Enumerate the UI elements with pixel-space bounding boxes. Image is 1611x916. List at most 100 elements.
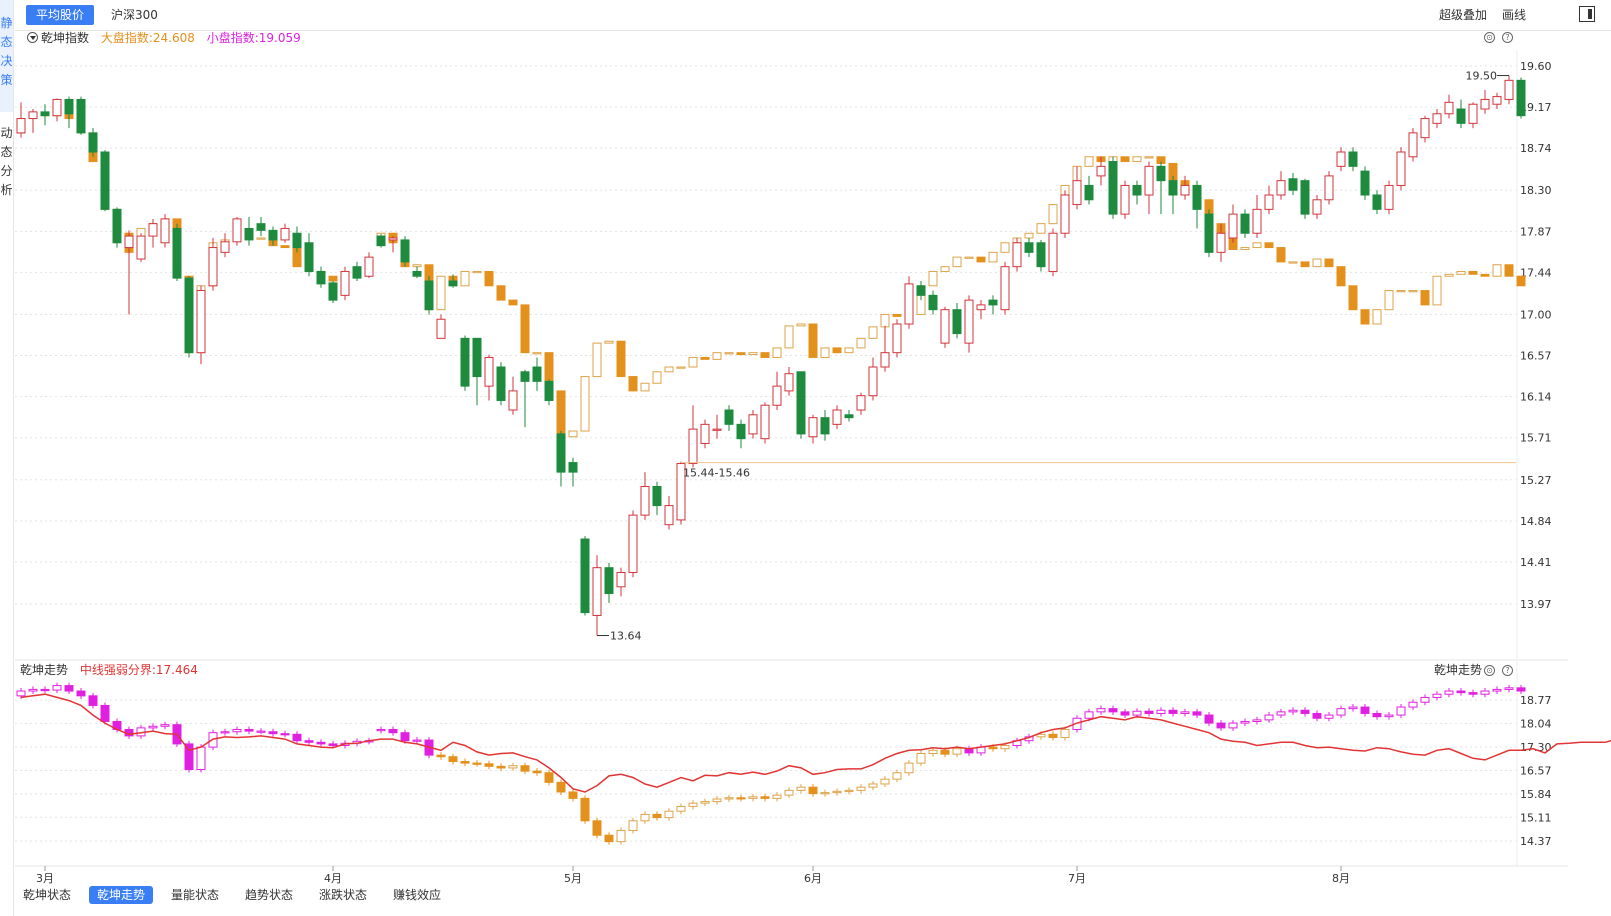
tab-average-price[interactable]: 平均股价 — [26, 5, 95, 25]
trend-box — [316, 741, 326, 745]
price-candle — [1264, 194, 1274, 210]
trend-box — [460, 761, 470, 764]
price-candle — [268, 229, 278, 241]
index-candle — [1480, 273, 1490, 277]
trend-box — [376, 728, 386, 732]
price-candle — [760, 404, 770, 440]
price-candle — [1396, 151, 1406, 186]
main-chart-title[interactable]: 乾坤指数 — [41, 31, 90, 45]
index-candle — [568, 430, 578, 438]
price-candle — [64, 98, 74, 115]
index-candle — [1396, 290, 1406, 293]
trend-box — [16, 690, 26, 697]
x-tick-label: 8月 — [1332, 872, 1350, 885]
price-candle — [1504, 79, 1514, 100]
tab-trend-status[interactable]: 趋势状态 — [245, 888, 294, 902]
index-candle — [760, 352, 770, 358]
settings-icon[interactable]: ⊙ — [1484, 32, 1495, 43]
price-candle — [100, 151, 110, 210]
trend-box — [184, 743, 194, 771]
price-candle — [1384, 184, 1394, 210]
trend-box — [844, 789, 854, 793]
draw-line-button[interactable]: 画线 — [1502, 8, 1527, 22]
y-tick-label: 17.44 — [1520, 266, 1552, 279]
price-candle — [184, 277, 194, 354]
sub-help-icon[interactable]: ? — [1502, 665, 1513, 676]
small-cap-index-label: 小盘指数:19.059 — [206, 31, 301, 45]
trend-box — [28, 688, 38, 692]
price-candle — [1480, 98, 1490, 110]
price-candle — [256, 223, 266, 231]
trend-box — [604, 834, 614, 843]
price-candle — [748, 414, 758, 435]
trend-box — [388, 728, 398, 734]
trend-box — [640, 813, 650, 822]
trend-box — [436, 754, 446, 758]
tab-qiankun-trend[interactable]: 乾坤走势 — [89, 886, 154, 904]
dropdown-icon[interactable] — [27, 32, 38, 43]
tab-hs300[interactable]: 沪深300 — [111, 8, 158, 22]
trend-box — [472, 762, 482, 765]
index-candle — [1372, 309, 1382, 325]
sidebar-item-static-decision[interactable] — [0, 0, 13, 112]
y-tick-label: 16.57 — [1520, 350, 1552, 363]
index-candle — [532, 352, 542, 355]
y-tick-label: 14.37 — [1520, 835, 1552, 848]
trend-box — [148, 725, 158, 729]
index-candle — [592, 342, 602, 378]
tab-profit-effect[interactable]: 赚钱效应 — [393, 888, 442, 902]
price-candle — [652, 485, 662, 507]
price-candle — [484, 356, 494, 387]
trend-box — [700, 801, 710, 804]
index-candle — [856, 337, 866, 349]
price-candle — [628, 514, 638, 573]
index-candle — [1360, 309, 1370, 325]
tab-rise-fall-status[interactable]: 涨跌状态 — [319, 888, 368, 902]
index-candle — [1252, 242, 1262, 249]
trend-box — [292, 733, 302, 742]
tab-volume-status[interactable]: 量能状态 — [171, 888, 220, 902]
sidebar-item-static-decision-label[interactable]: 静态决策 — [0, 16, 13, 87]
trend-box — [940, 749, 950, 755]
price-candle — [1288, 178, 1298, 191]
index-candle — [1300, 261, 1310, 268]
trend-box — [1144, 710, 1154, 714]
price-candle — [1348, 151, 1358, 167]
help-icon[interactable]: ? — [1502, 32, 1513, 43]
y-tick-label: 15.71 — [1520, 432, 1552, 445]
trend-box — [1516, 687, 1526, 692]
index-candle — [1120, 156, 1130, 163]
trend-box — [784, 789, 794, 796]
trend-box — [652, 813, 662, 819]
sidebar-item-dynamic-analysis-label[interactable]: 动态分析 — [0, 126, 13, 197]
price-candle — [1360, 170, 1370, 196]
trend-box — [904, 762, 914, 774]
tab-qiankun-status[interactable]: 乾坤状态 — [23, 888, 72, 902]
panel-toggle-icon[interactable] — [1579, 6, 1595, 22]
trend-box — [820, 792, 830, 795]
index-candle — [1264, 242, 1274, 249]
index-candle — [328, 275, 338, 282]
x-tick-label: 6月 — [804, 872, 822, 885]
trend-box — [1300, 709, 1310, 714]
price-candle — [940, 309, 950, 344]
trend-box — [196, 746, 206, 771]
price-candle — [1024, 242, 1034, 253]
price-candle — [352, 266, 362, 279]
trend-box — [496, 765, 506, 769]
price-candle — [124, 235, 134, 249]
trend-box — [220, 731, 230, 734]
price-candle — [832, 409, 842, 425]
trend-box — [580, 797, 590, 822]
price-candle — [928, 294, 938, 311]
price-candle — [376, 235, 386, 247]
price-candle — [1168, 180, 1178, 196]
price-candle — [496, 366, 506, 401]
index-candle — [748, 352, 758, 356]
trend-box — [1240, 720, 1250, 724]
trend-box — [1312, 712, 1322, 719]
index-candle — [472, 270, 482, 274]
sub-chart-legend: 乾坤走势 中线强弱分界:17.464 — [20, 662, 198, 678]
super-overlay-button[interactable]: 超级叠加 — [1439, 8, 1488, 22]
sub-settings-icon[interactable]: ⊙ — [1484, 665, 1495, 676]
